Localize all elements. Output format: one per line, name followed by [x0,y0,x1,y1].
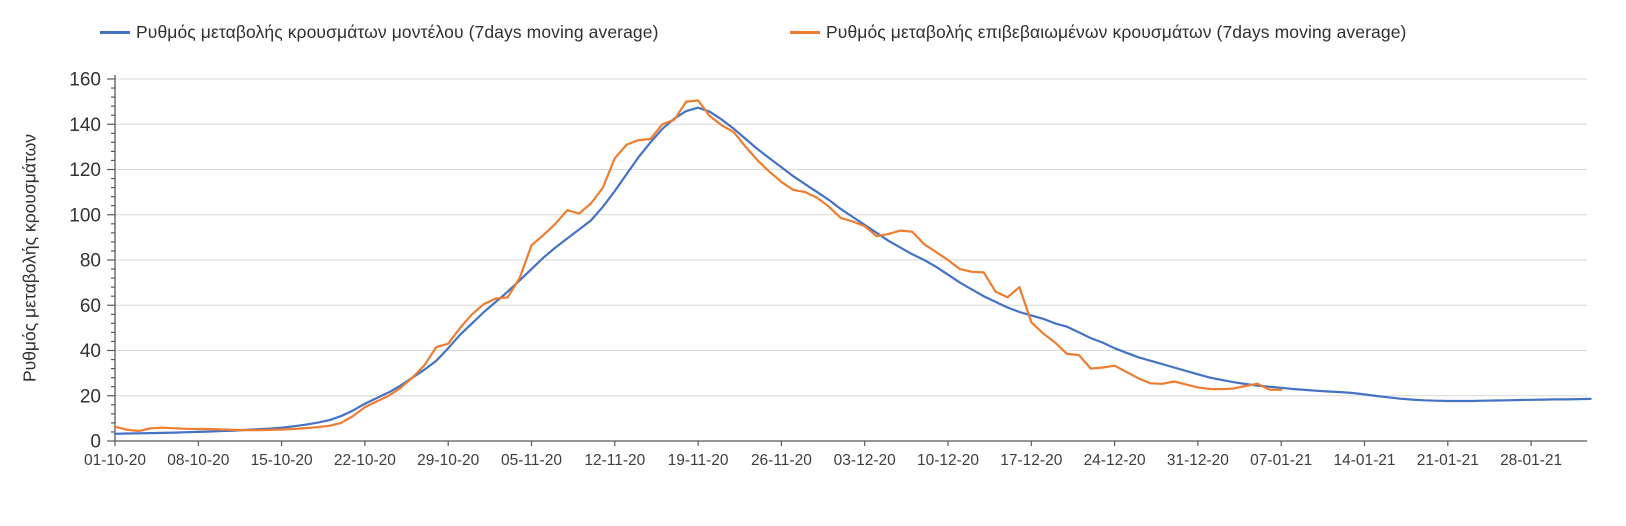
x-tick-label: 31-12-20 [1167,452,1229,469]
legend-item-model: Ρυθμός μεταβολής κρουσμάτων μοντέλου (7d… [100,22,659,43]
legend-line-marker-model [100,31,130,34]
x-tick-label: 29-10-20 [417,452,479,469]
x-tick-label: 17-12-20 [1000,452,1062,469]
x-tick-label: 28-01-21 [1500,452,1562,469]
y-tick-label: 140 [69,115,101,136]
legend-label-confirmed: Ρυθμός μεταβολής επιβεβαιωμένων κρουσμάτ… [826,22,1407,42]
y-axis-labels: 0 20 40 60 80 100 120 140 160 [69,70,101,453]
x-tick-label: 12-11-20 [584,452,645,469]
gridlines [115,78,1587,397]
y-tick-label: 100 [69,205,101,226]
y-tick-label: 80 [80,251,101,272]
x-tick-label: 10-12-20 [917,452,979,469]
x-tick-label: 19-11-20 [668,452,729,469]
x-axis-ticks [114,441,1532,446]
x-tick-label: 14-01-21 [1333,452,1395,469]
x-tick-label: 26-11-20 [751,452,812,469]
x-tick-label: 07-01-21 [1250,452,1312,469]
y-tick-label: 120 [69,160,101,181]
y-tick-label: 20 [80,386,101,407]
legend-item-confirmed: Ρυθμός μεταβολής επιβεβαιωμένων κρουσμάτ… [790,22,1406,43]
x-tick-label: 01-10-20 [84,452,146,469]
x-tick-label: 24-12-20 [1084,452,1146,469]
legend-label-model: Ρυθμός μεταβολής κρουσμάτων μοντέλου (7d… [136,22,659,42]
x-tick-label: 03-12-20 [834,452,896,469]
x-tick-label: 05-11-20 [501,452,562,469]
legend-line-marker-confirmed [790,31,820,34]
x-tick-label: 15-10-20 [251,452,313,469]
series-line-model [113,106,1592,435]
y-tick-label: 60 [80,296,101,317]
x-tick-label: 22-10-20 [334,452,396,469]
y-axis-ticks [107,78,115,442]
y-tick-label: 0 [90,432,101,453]
y-tick-label: 40 [80,341,101,362]
x-tick-label: 21-01-21 [1417,452,1479,469]
series-line-confirmed [113,99,1283,433]
x-axis-labels: 01-10-20 08-10-20 15-10-20 22-10-20 29-10-20… [84,452,1562,469]
x-tick-label: 08-10-20 [167,452,229,469]
y-tick-label: 160 [69,70,101,91]
